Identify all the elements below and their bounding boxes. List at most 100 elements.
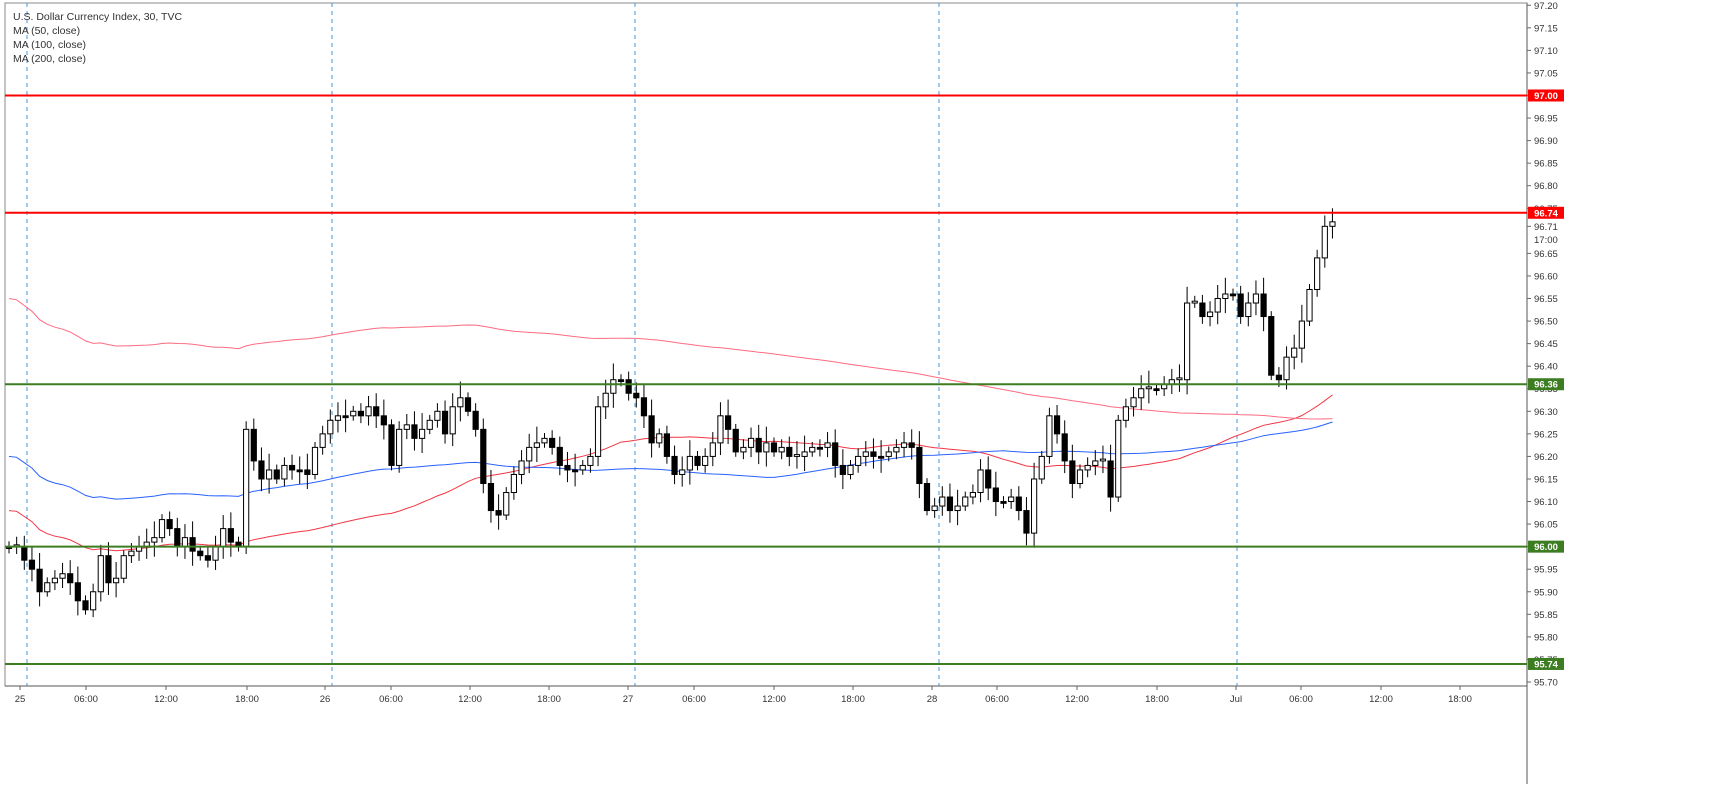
candle-body	[342, 415, 349, 419]
candle-body	[694, 455, 701, 466]
x-tick-label: 18:00	[841, 694, 865, 705]
candle-body	[487, 482, 495, 512]
candle-body	[594, 406, 602, 457]
level-tag-97-00	[1528, 89, 1564, 102]
x-tick-label: 18:00	[1448, 694, 1472, 705]
candle-body	[518, 460, 525, 475]
candle-body	[1122, 406, 1130, 421]
candle-body	[885, 451, 892, 457]
candle-body	[28, 559, 36, 570]
candle-body	[113, 577, 120, 584]
candle-body	[847, 464, 854, 475]
candle-body	[564, 464, 571, 471]
candle-body	[1076, 469, 1084, 484]
level-tag-96-74	[1528, 206, 1564, 219]
y-tick-label: 96.65	[1534, 249, 1558, 260]
candle-body	[365, 406, 372, 417]
candle-body	[1229, 293, 1237, 297]
x-tick-label: 12:00	[1369, 694, 1393, 705]
candle-body	[1053, 415, 1061, 435]
level-tag-96-36	[1528, 378, 1564, 391]
candle-body	[181, 537, 189, 548]
ma-100-line	[8, 421, 1333, 500]
candle-body	[480, 428, 487, 484]
candle-body	[1176, 377, 1183, 381]
candle-body	[839, 464, 846, 475]
candle-body	[1245, 302, 1252, 318]
candle-body	[1031, 478, 1038, 534]
x-tick-label: 18:00	[537, 694, 561, 705]
level-tag-96-00	[1528, 540, 1564, 553]
candle-body	[90, 591, 97, 611]
candle-body	[809, 446, 816, 453]
candle-body	[1107, 460, 1114, 498]
candle-body	[610, 379, 617, 394]
candle-body	[878, 455, 885, 459]
y-tick-label: 96.80	[1534, 181, 1558, 192]
candle-body	[388, 424, 395, 466]
candle-body	[266, 469, 273, 480]
candle-body	[304, 469, 311, 475]
candle-body	[1000, 501, 1007, 504]
candle-body	[832, 442, 839, 466]
y-tick-label: 96.55	[1534, 294, 1558, 305]
candle-body	[763, 442, 770, 453]
candle-body	[510, 473, 517, 494]
candle-body	[1329, 221, 1336, 227]
candle-body	[855, 455, 862, 466]
candle-body	[1283, 356, 1290, 381]
candle-body	[319, 433, 326, 448]
candle-body	[44, 582, 51, 593]
level-tag-95-74	[1528, 657, 1564, 670]
y-tick-label: 96.60	[1534, 271, 1558, 282]
candle-body	[21, 546, 28, 561]
candle-body	[380, 415, 387, 426]
y-tick-label: 95.95	[1534, 565, 1558, 576]
candle-body	[1314, 257, 1321, 290]
candle-body	[97, 555, 104, 593]
candle-body	[158, 519, 166, 539]
candle-body	[801, 451, 808, 457]
candle-body	[625, 379, 632, 394]
candle-body	[464, 397, 472, 412]
candle-body	[1268, 316, 1275, 376]
candle-body	[227, 528, 234, 543]
candle-body	[1321, 225, 1328, 259]
candle-body	[946, 496, 954, 512]
candle-body	[1184, 302, 1191, 381]
x-tick-label: 12:00	[154, 694, 178, 705]
y-tick-label: 97.15	[1534, 23, 1558, 34]
y-tick-label: 96.45	[1534, 339, 1558, 350]
x-tick-label: 18:00	[1145, 694, 1169, 705]
candle-body	[709, 442, 716, 457]
candle-body	[441, 410, 449, 435]
candle-body	[357, 410, 364, 417]
candle-body	[770, 442, 778, 453]
x-tick-label: 18:00	[235, 694, 259, 705]
legend-ma-50: MA (50, close)	[13, 25, 81, 37]
candle-body	[740, 446, 747, 453]
candle-body	[954, 505, 961, 512]
candle-body	[549, 437, 556, 448]
candle-body	[793, 454, 801, 457]
level-tag-label: 97.00	[1534, 91, 1558, 102]
plot-area	[4, 2, 1528, 687]
x-tick-label: 06:00	[379, 694, 403, 705]
candle-body	[633, 392, 640, 399]
y-tick-label: 95.85	[1534, 610, 1558, 621]
candle-body	[969, 492, 976, 498]
candle-body	[197, 550, 204, 557]
candle-body	[908, 442, 915, 448]
candle-body	[503, 492, 510, 516]
candle-body	[1046, 415, 1053, 457]
candle-body	[786, 446, 793, 457]
candle-body	[243, 428, 250, 548]
candle-body	[962, 496, 969, 507]
x-tick-label: 28	[927, 694, 938, 705]
candle-body	[686, 455, 693, 471]
x-tick-label: 06:00	[74, 694, 98, 705]
candle-body	[281, 464, 288, 480]
candle-body	[923, 482, 931, 512]
candle-body	[128, 550, 135, 557]
